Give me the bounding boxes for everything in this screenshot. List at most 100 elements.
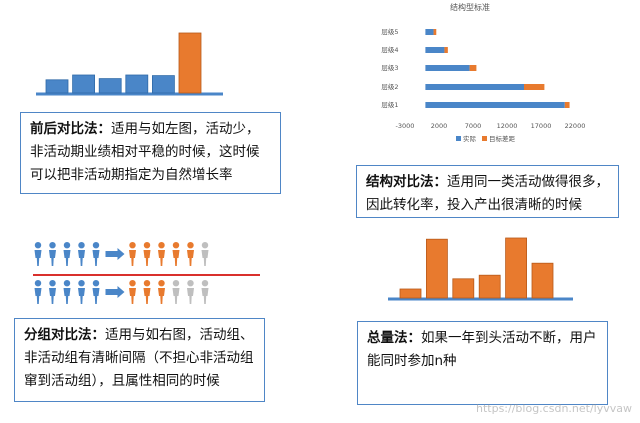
structure-bar-gap <box>469 65 477 71</box>
structure-title: 结构对比法： <box>366 174 447 190</box>
legend-gap: 目标差距 <box>489 134 516 143</box>
total-bar <box>531 262 554 299</box>
structure-line-2: 因此转化率，投入产出很清晰的时候 <box>366 197 582 213</box>
person-icon-head <box>92 280 100 287</box>
person-icon-head <box>129 280 136 287</box>
legend-swatch-gap <box>482 136 487 141</box>
person-icon <box>78 288 85 304</box>
structure-bar-gap <box>433 29 437 35</box>
structure-category-label: 层级5 <box>381 27 398 36</box>
structure-x-tick: 22000 <box>565 122 586 130</box>
person-icon-head <box>187 280 194 287</box>
person-icon <box>172 250 180 266</box>
person-icon-head <box>34 280 42 287</box>
total-chart <box>388 237 573 301</box>
total-textbox: 总量法：如果一年到头活动不断，用户 能同时参加n种 <box>357 321 608 405</box>
before-after-textbox: 前后对比法：适用与如左图，活动少， 非活动期业绩相对平稳的时候，这时候 可以把非… <box>20 112 281 194</box>
before-after-bar <box>152 75 175 94</box>
structure-category-label: 层级2 <box>381 82 398 91</box>
before-after-chart <box>36 32 223 96</box>
person-icon-head <box>92 242 100 249</box>
person-icon <box>201 250 209 266</box>
person-icon-head <box>129 242 136 249</box>
structure-category-label: 层级4 <box>381 45 398 54</box>
structure-bar-gap <box>524 84 545 90</box>
person-icon <box>129 250 136 266</box>
before-after-bar <box>178 32 202 94</box>
person-icon <box>78 250 85 266</box>
group-line-2: 非活动组有清晰间隔（不担心非活动组 <box>24 350 254 366</box>
person-icon <box>92 288 100 304</box>
person-icon-head <box>63 280 71 287</box>
person-icon-head <box>143 242 151 249</box>
total-bar <box>426 238 448 299</box>
total-line-1: 如果一年到头活动不断，用户 <box>421 330 597 346</box>
structure-x-tick: -3000 <box>396 122 415 130</box>
structure-x-tick: 7000 <box>465 122 482 130</box>
total-bar <box>452 278 475 299</box>
person-icon <box>129 288 136 304</box>
group-line-3: 窜到活动组），且属性相同的时候 <box>24 373 220 389</box>
legend-swatch-actual <box>456 136 461 141</box>
structure-bar-actual <box>425 102 565 108</box>
group-diagram <box>33 242 260 304</box>
person-icon-head <box>172 242 180 249</box>
group-textbox: 分组对比法：适用与如右图，活动组、 非活动组有清晰间隔（不担心非活动组 窜到活动… <box>14 318 265 402</box>
person-icon-head <box>49 242 56 249</box>
watermark: https://blog.csdn.net/lyvvaw <box>476 402 632 415</box>
person-icon-head <box>201 280 209 287</box>
before-after-line-2: 非活动期业绩相对平稳的时候，这时候 <box>30 144 260 160</box>
structure-x-tick: 17000 <box>531 122 552 130</box>
total-line-2: 能同时参加n种 <box>367 353 457 369</box>
total-title: 总量法： <box>367 330 421 346</box>
person-icon-head <box>63 242 71 249</box>
person-icon-head <box>49 280 56 287</box>
structure-category-label: 层级1 <box>381 100 398 109</box>
structure-bar-gap <box>444 47 448 53</box>
arrow-right-icon <box>105 248 125 260</box>
legend-actual: 实际 <box>463 134 477 143</box>
person-icon <box>187 288 194 304</box>
structure-category-label: 层级3 <box>381 63 398 72</box>
group-line-1: 适用与如右图，活动组、 <box>105 327 254 343</box>
group-title: 分组对比法： <box>24 327 105 343</box>
before-after-title: 前后对比法： <box>30 121 111 137</box>
total-bar <box>478 274 501 299</box>
person-icon-head <box>158 280 165 287</box>
structure-chart: 结构型标准 层级5 层级4 层级3 层级2 层级1 -3000 2000 7000 12000… <box>381 2 586 143</box>
person-icon-head <box>187 242 194 249</box>
before-after-bar <box>125 74 149 94</box>
person-icon-head <box>172 280 180 287</box>
person-icon <box>143 250 151 266</box>
total-bar <box>399 288 422 299</box>
before-after-line-1: 适用与如左图，活动少， <box>111 121 260 137</box>
person-icon-head <box>143 280 151 287</box>
person-icon <box>158 288 165 304</box>
person-icon <box>49 288 56 304</box>
before-after-bar <box>72 74 95 94</box>
person-icon <box>34 250 42 266</box>
structure-line-1: 适用同一类活动做得很多， <box>447 174 609 190</box>
structure-bar-actual <box>425 84 524 90</box>
structure-textbox: 结构对比法：适用同一类活动做得很多， 因此转化率，投入产出很清晰的时候 <box>356 165 619 218</box>
person-icon <box>49 250 56 266</box>
person-icon <box>143 288 151 304</box>
person-icon <box>92 250 100 266</box>
person-icon <box>201 288 209 304</box>
structure-bar-actual <box>425 47 445 53</box>
person-icon-head <box>158 242 165 249</box>
total-bar <box>505 237 527 299</box>
structure-bar-gap <box>564 102 570 108</box>
structure-x-tick: 12000 <box>497 122 518 130</box>
arrow-right-icon <box>105 286 125 298</box>
structure-bar-actual <box>425 29 434 35</box>
person-icon-head <box>201 242 209 249</box>
structure-chart-title: 结构型标准 <box>450 2 490 12</box>
person-icon <box>172 288 180 304</box>
before-after-bar <box>98 78 122 94</box>
before-after-bar <box>45 79 69 94</box>
person-icon-head <box>78 242 85 249</box>
person-icon <box>158 250 165 266</box>
person-icon-head <box>78 280 85 287</box>
person-icon <box>187 250 194 266</box>
